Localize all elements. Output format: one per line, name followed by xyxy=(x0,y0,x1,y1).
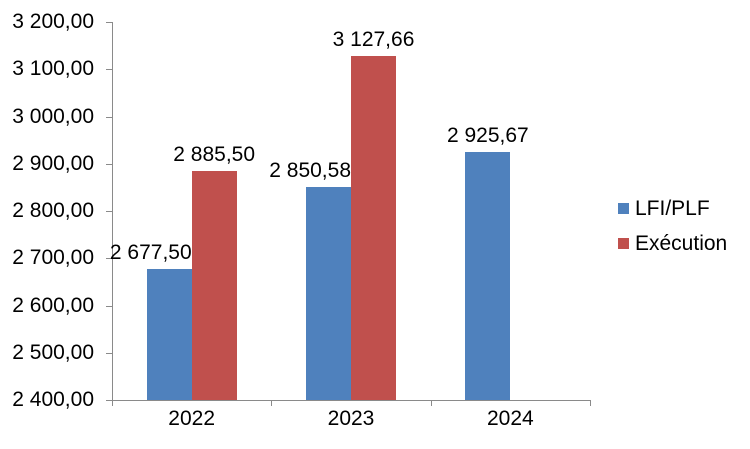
y-tick-label: 2 900,00 xyxy=(12,151,94,175)
y-tick xyxy=(106,116,112,118)
bar-data-label-lfi-plf-2024: 2 925,67 xyxy=(446,123,529,147)
y-tick xyxy=(106,22,112,23)
bar-execution-2022 xyxy=(191,170,237,400)
y-tick xyxy=(106,163,112,165)
y-tick xyxy=(106,258,112,260)
legend-swatch-execution-icon xyxy=(618,238,629,249)
x-tick xyxy=(271,400,272,406)
x-category-label: 2022 xyxy=(168,407,216,430)
bar-execution-2023 xyxy=(351,56,396,400)
y-axis-line xyxy=(112,22,113,401)
y-tick xyxy=(106,400,112,401)
bar-data-label-lfi-plf-2023: 2 850,58 xyxy=(269,159,351,183)
y-tick-label: 3 200,00 xyxy=(12,10,94,33)
y-tick-label: 2 500,00 xyxy=(12,340,94,364)
y-tick-label: 3 000,00 xyxy=(12,104,94,128)
legend-item-execution: Exécution xyxy=(618,232,727,255)
x-tick xyxy=(112,400,113,406)
legend: LFI/PLF Exécution xyxy=(618,197,727,255)
bar-lfi-plf-2022 xyxy=(146,268,192,400)
y-tick-label: 2 800,00 xyxy=(12,199,94,222)
x-tick xyxy=(431,400,432,406)
bar-data-label-lfi-plf-2022: 2 677,50 xyxy=(109,240,192,264)
x-category-label: 2024 xyxy=(486,407,534,430)
x-axis-line xyxy=(112,400,591,401)
legend-label-lfi-plf: LFI/PLF xyxy=(635,197,710,220)
x-tick xyxy=(590,400,591,406)
y-tick xyxy=(106,69,112,71)
legend-item-lfi-plf: LFI/PLF xyxy=(618,197,727,220)
bar-lfi-plf-2024 xyxy=(465,151,511,400)
y-tick xyxy=(106,305,112,307)
y-tick xyxy=(106,211,112,212)
bar-data-label-execution-2022: 2 885,50 xyxy=(173,142,256,166)
x-category-label: 2023 xyxy=(327,407,375,430)
bar-lfi-plf-2023 xyxy=(306,187,351,400)
y-tick-label: 3 100,00 xyxy=(12,57,94,81)
bar-data-label-execution-2023: 3 127,66 xyxy=(332,28,415,52)
y-tick-label: 2 400,00 xyxy=(12,388,94,411)
legend-label-execution: Exécution xyxy=(635,232,728,255)
y-tick-label: 2 700,00 xyxy=(12,246,94,270)
legend-swatch-lfi-plf-icon xyxy=(618,203,629,214)
y-tick-label: 2 600,00 xyxy=(12,293,94,317)
y-tick xyxy=(106,352,112,354)
